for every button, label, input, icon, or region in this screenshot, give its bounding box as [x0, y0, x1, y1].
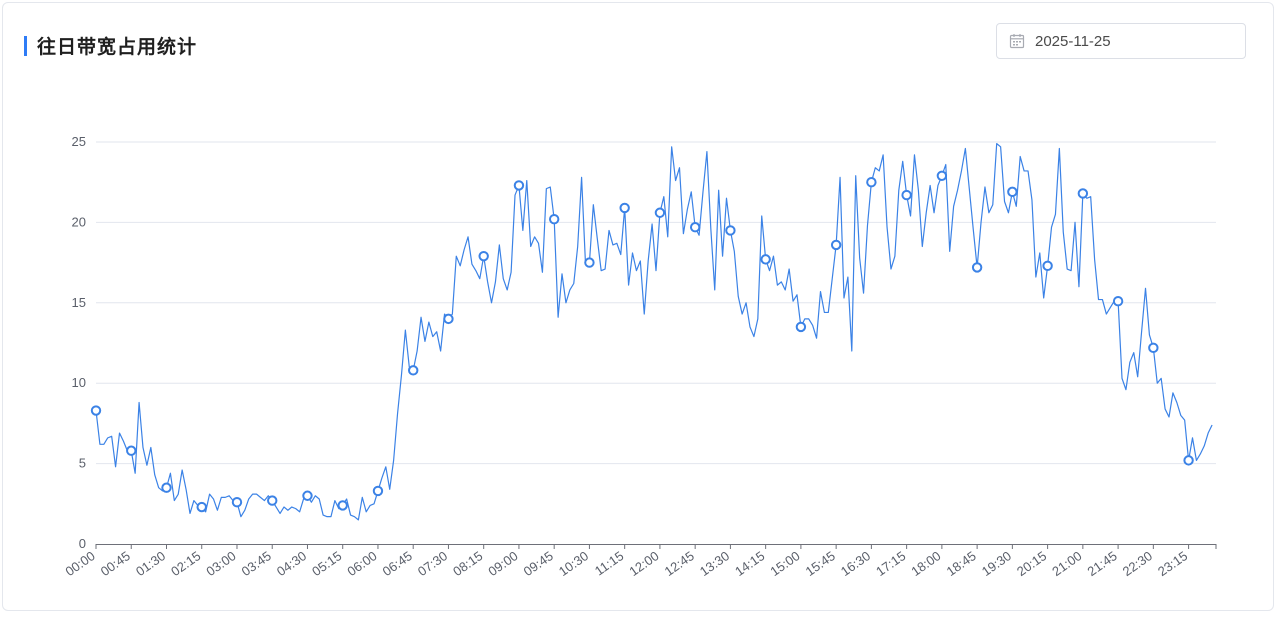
- y-tick-label: 0: [79, 536, 86, 551]
- card-header: 往日带宽占用统计: [24, 32, 197, 59]
- y-tick-label: 15: [72, 295, 86, 310]
- y-tick-label: 10: [72, 375, 86, 390]
- data-point-marker: [90, 405, 102, 416]
- data-point-marker: [654, 207, 666, 218]
- x-tick-label: 00:45: [98, 548, 133, 579]
- page-title: 往日带宽占用统计: [37, 36, 198, 58]
- data-point-marker: [866, 177, 877, 188]
- x-tick-label: 03:00: [203, 548, 238, 579]
- x-tick-label: 21:00: [1049, 548, 1084, 579]
- x-tick-label: 06:00: [344, 548, 379, 579]
- x-tick-label: 21:45: [1085, 548, 1120, 579]
- data-point-marker: [196, 501, 207, 513]
- data-point-marker: [1042, 260, 1053, 272]
- data-point-marker: [1007, 186, 1018, 198]
- x-tick-label: 09:45: [521, 548, 556, 579]
- y-tick-label: 5: [79, 456, 86, 471]
- data-point-marker: [443, 313, 454, 325]
- x-tick-label: 02:15: [168, 548, 203, 579]
- x-tick-label: 12:00: [626, 548, 661, 579]
- x-tick-label: 13:30: [697, 548, 732, 579]
- data-point-marker: [1148, 342, 1159, 354]
- x-tick-label: 11:15: [592, 548, 626, 578]
- x-tick-label: 20:15: [1014, 548, 1049, 579]
- data-point-marker: [337, 500, 348, 511]
- calendar-icon: [1009, 34, 1025, 49]
- data-point-marker: [1183, 455, 1194, 466]
- data-point-marker: [901, 189, 912, 201]
- x-tick-label: 06:45: [380, 548, 415, 579]
- x-tick-label: 17:15: [873, 548, 908, 579]
- data-point-marker: [372, 485, 384, 497]
- x-tick-label: 01:30: [133, 548, 168, 579]
- data-point-marker: [971, 262, 983, 273]
- y-tick-label: 20: [72, 214, 86, 229]
- data-point-marker: [689, 222, 701, 233]
- data-point-marker: [302, 490, 313, 501]
- x-tick-label: 07:30: [415, 548, 450, 579]
- data-point-marker: [478, 250, 489, 262]
- x-tick-label: 14:15: [732, 548, 767, 579]
- x-tick-label: 03:45: [239, 548, 274, 579]
- x-tick-label: 08:15: [450, 548, 485, 579]
- title-accent-bar: [24, 35, 27, 56]
- date-picker[interactable]: 2025-11-25: [996, 23, 1246, 59]
- x-tick-label: 19:30: [979, 548, 1014, 579]
- data-point-marker: [231, 496, 243, 508]
- x-tick-label: 16:30: [838, 548, 873, 579]
- x-tick-label: 18:00: [908, 548, 943, 579]
- series-line: [95, 143, 1213, 521]
- x-tick-label: 00:00: [62, 548, 97, 579]
- x-tick-label: 23:15: [1155, 548, 1190, 579]
- data-point-marker: [795, 321, 807, 333]
- data-point-marker: [1077, 188, 1089, 199]
- data-point-marker: [548, 213, 560, 225]
- data-point-marker: [126, 445, 137, 456]
- data-point-marker: [584, 257, 595, 268]
- data-point-marker: [936, 170, 948, 181]
- x-tick-label: 09:00: [485, 548, 520, 579]
- data-point-marker: [725, 225, 736, 236]
- x-tick-label: 15:00: [767, 548, 802, 579]
- data-point-marker: [267, 495, 278, 506]
- data-point-marker: [408, 365, 419, 376]
- data-point-marker: [760, 254, 771, 265]
- data-point-marker: [619, 202, 630, 214]
- x-tick-label: 04:30: [274, 548, 309, 579]
- date-value: 2025-11-25: [1035, 32, 1111, 50]
- data-point-marker: [830, 239, 842, 251]
- y-tick-label: 25: [72, 134, 86, 149]
- data-point-marker: [161, 482, 172, 493]
- x-tick-label: 12:45: [662, 548, 697, 579]
- x-tick-label: 05:15: [309, 548, 344, 579]
- x-tick-label: 10:30: [556, 548, 591, 579]
- x-tick-label: 15:45: [803, 548, 838, 579]
- x-tick-label: 22:30: [1120, 548, 1155, 579]
- data-point-marker: [1112, 295, 1124, 307]
- x-tick-label: 18:45: [944, 548, 979, 579]
- data-point-marker: [513, 180, 525, 191]
